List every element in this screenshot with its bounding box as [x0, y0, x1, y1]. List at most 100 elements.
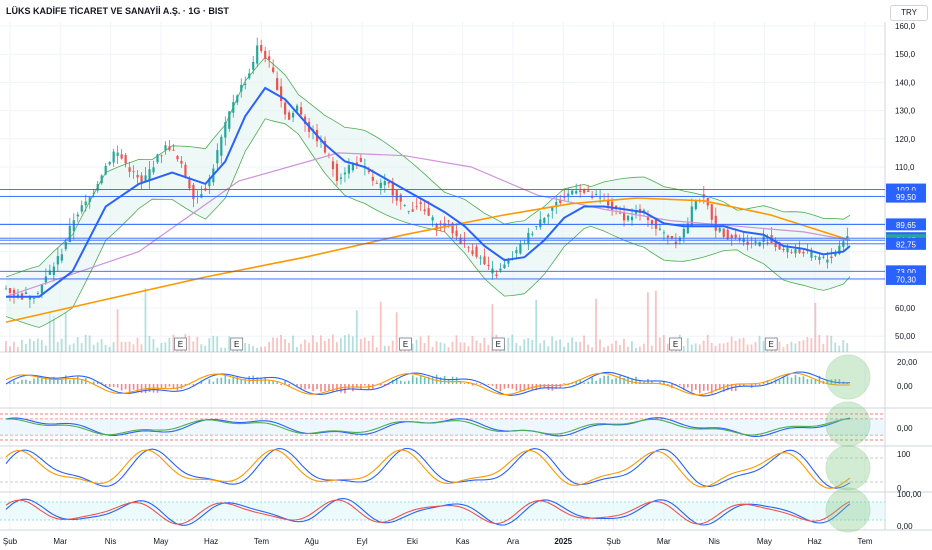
volume-bar — [627, 346, 629, 352]
candle-body — [774, 242, 777, 247]
time-tick: 2025 — [554, 537, 572, 546]
candle-body — [479, 257, 482, 259]
candle-body — [471, 250, 474, 255]
candle-body — [383, 180, 386, 186]
volume-bar — [72, 343, 75, 352]
macd-bar — [814, 379, 817, 384]
volume-bar — [196, 336, 199, 352]
macd-bar — [499, 384, 502, 392]
time-tick: Ara — [507, 537, 520, 546]
candle-body — [499, 268, 502, 271]
macd-bar — [244, 378, 247, 384]
macd-bar — [57, 378, 59, 384]
macd-bar — [17, 382, 19, 384]
volume-bar — [575, 341, 577, 352]
candle-body — [459, 237, 462, 244]
volume-bar — [80, 343, 83, 352]
macd-bar — [240, 378, 243, 384]
macd-bar — [304, 384, 306, 390]
volume-bar — [730, 336, 733, 352]
volume-bar — [323, 341, 326, 352]
volume-bar — [96, 342, 99, 352]
candle-body — [702, 194, 705, 198]
candle-body — [184, 164, 187, 178]
macd-bar — [726, 384, 729, 391]
candle-body — [88, 197, 91, 203]
price-tick: 50,00 — [895, 332, 916, 341]
volume-bar — [208, 338, 211, 352]
volume-bar — [834, 342, 837, 352]
volume-bar — [631, 341, 633, 352]
candle-body — [507, 259, 510, 264]
earnings-label: E — [234, 340, 239, 349]
macd-bar — [132, 384, 135, 390]
candle-body — [12, 289, 16, 296]
currency-button[interactable]: TRY — [890, 5, 928, 21]
candle-body — [547, 214, 550, 217]
macd-bar — [591, 377, 593, 384]
candle-body — [28, 297, 32, 300]
candle-body — [766, 242, 769, 244]
volume-bar — [212, 335, 215, 352]
volume-bar — [68, 344, 71, 352]
volume-bar — [335, 342, 338, 352]
macd-bar — [651, 380, 653, 384]
macd-bar — [663, 381, 665, 384]
candle-body — [60, 254, 63, 261]
candle-body — [244, 83, 247, 86]
volume-bar — [192, 341, 195, 352]
macd-bar — [228, 379, 231, 384]
volume-bar — [280, 334, 282, 352]
candle-body — [686, 223, 689, 234]
volume-bar — [591, 347, 593, 352]
volume-bar — [419, 336, 422, 352]
candle-body — [4, 288, 8, 290]
volume-bar — [339, 338, 342, 352]
volume-bar — [108, 346, 111, 352]
volume-bar — [16, 346, 19, 352]
volume-bar — [515, 343, 518, 352]
macd-bar — [455, 377, 458, 384]
volume-bar — [347, 334, 350, 352]
candle-body — [435, 224, 438, 230]
candle-body — [24, 292, 28, 295]
candle-body — [32, 298, 36, 299]
volume-bar — [431, 346, 434, 352]
candle-body — [387, 182, 390, 184]
candle-body — [260, 45, 263, 52]
volume-bar — [367, 340, 370, 352]
candle-body — [814, 256, 817, 258]
macd-bar — [61, 379, 63, 384]
volume-bar — [451, 341, 454, 352]
macd-bar — [128, 384, 131, 393]
macd-bar — [838, 379, 841, 384]
volume-bar — [507, 337, 510, 352]
volume-bar — [611, 343, 613, 352]
macd-bar — [523, 384, 526, 392]
macd-bar — [352, 384, 354, 392]
candle-body — [790, 251, 793, 253]
macd-bar — [734, 384, 737, 392]
candle-body — [236, 95, 239, 103]
candle-body — [718, 228, 721, 232]
macd-bar — [559, 384, 562, 388]
volume-bar — [483, 337, 486, 352]
candle-body — [634, 210, 638, 214]
macd-bar — [679, 384, 681, 386]
macd-bar — [280, 384, 282, 385]
candle-body — [128, 167, 131, 172]
candle-body — [439, 223, 442, 225]
macd-bar — [603, 375, 605, 384]
macd-bar — [798, 376, 801, 384]
candle-body — [423, 209, 426, 212]
macd-bar — [826, 379, 829, 384]
volume-bars — [5, 288, 849, 352]
volume-bar — [658, 337, 661, 352]
candle-body — [794, 249, 797, 254]
candle-body — [754, 241, 757, 243]
candle-body — [56, 256, 59, 265]
candle-body — [295, 105, 299, 112]
candle-body — [84, 201, 87, 206]
candle-body — [280, 86, 283, 102]
